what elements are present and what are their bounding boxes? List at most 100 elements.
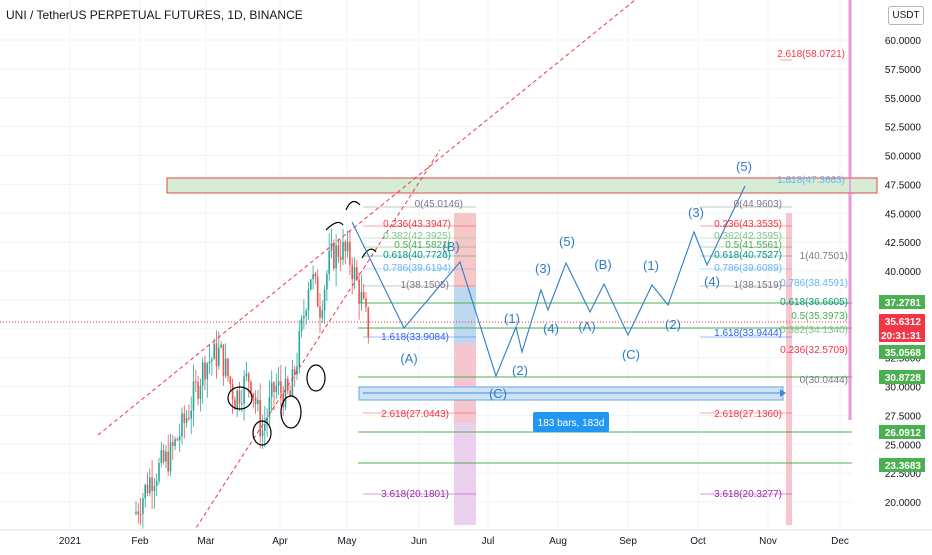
price-tick-label: 30.0000: [885, 383, 922, 394]
fib-label-right: 0.236(43.3535): [714, 219, 782, 230]
candle-body: [284, 378, 287, 408]
fib-label-left: 0.618(40.7726): [383, 250, 451, 261]
time-tick-label: 2021: [59, 536, 82, 547]
candle-body: [328, 250, 330, 275]
wave-label: (B): [442, 239, 459, 254]
candle-body: [151, 477, 153, 492]
candle-body: [287, 378, 289, 391]
candle-body: [188, 418, 190, 420]
price-badge: [879, 328, 925, 342]
range-label: 183 bars, 183d: [538, 418, 605, 429]
candle-body: [183, 413, 186, 423]
fib-band-blue: [454, 288, 476, 343]
pattern-arc: [361, 248, 377, 259]
fib-label-right: 0.786(39.6089): [714, 263, 782, 274]
candle-body: [153, 486, 156, 492]
candle-body: [358, 279, 360, 303]
candle-body: [326, 274, 328, 290]
price-tick-label: 32.5000: [885, 354, 922, 365]
candle-body: [310, 279, 312, 290]
price-badge-label: 30.8728: [885, 373, 922, 384]
candle-body: [314, 273, 317, 277]
trend-line-lower: [184, 149, 441, 546]
fib-label-right: 0.382(42.3595): [714, 231, 782, 242]
fib-label-right: 1.618(33.9444): [714, 328, 782, 339]
candle-body: [236, 390, 238, 410]
price-badge: [879, 345, 925, 359]
candle-body: [185, 418, 188, 423]
candle-body: [213, 343, 215, 360]
currency-button[interactable]: USDT: [888, 6, 924, 25]
candle-body: [165, 451, 167, 462]
wave-label: (4): [704, 274, 720, 289]
candle-body: [160, 450, 163, 463]
fib-label-left: 3.618(20.1801): [381, 489, 449, 500]
candle-body: [238, 390, 241, 404]
wave-label: (2): [512, 363, 528, 378]
time-tick-label: Dec: [831, 536, 849, 547]
candle-body: [360, 291, 363, 303]
candle-body: [162, 450, 165, 462]
fib-label-left: 1(38.1505): [401, 280, 449, 291]
fib-label-far: 1(40.7501): [800, 251, 848, 262]
fib-band-pink: [454, 343, 476, 423]
price-tick-label: 40.0000: [885, 267, 922, 278]
wave-label: (A): [578, 319, 595, 334]
candle-body: [280, 381, 282, 393]
wave-label: (2): [665, 317, 681, 332]
price-badge-label: 26.0912: [885, 428, 922, 439]
candle-body: [229, 376, 232, 384]
fib-label-left: 2.618(27.0443): [381, 409, 449, 420]
price-tick-label: 45.0000: [885, 209, 922, 220]
candle-body: [252, 393, 255, 398]
price-badge-label: 20:31:31: [881, 331, 921, 342]
fib-band-purple: [454, 423, 476, 525]
candle-body: [273, 382, 275, 392]
price-badge: [879, 295, 925, 309]
fib-label-left: 0.382(42.3925): [383, 231, 451, 242]
fib-label-far: 0.236(32.5709): [780, 345, 848, 356]
candle-body: [231, 383, 234, 400]
candle-body: [351, 264, 353, 280]
candle-body: [365, 298, 367, 308]
candle-body: [316, 276, 319, 307]
candle-body: [167, 451, 169, 472]
fib-label-right: 0.618(40.7527): [714, 250, 782, 261]
time-tick-label: Jun: [411, 536, 427, 547]
price-axis-panel: [878, 0, 932, 530]
wave-label: (5): [559, 234, 575, 249]
time-tick-label: Nov: [759, 536, 777, 547]
pattern-circle: [252, 420, 272, 446]
fib-label-far: 0.786(38.4591): [780, 278, 848, 289]
candle-body: [362, 291, 365, 299]
fib-label-right: 1.618(47.3663): [777, 175, 845, 186]
price-tick-label: 47.5000: [885, 180, 922, 191]
candle-body: [135, 511, 137, 514]
candle-body: [296, 366, 298, 375]
candle-body: [176, 439, 179, 441]
wave-label: (A): [400, 351, 417, 366]
time-tick-label: Apr: [272, 536, 288, 547]
candle-body: [250, 381, 252, 394]
candle-body: [199, 385, 202, 399]
candle-body: [169, 442, 172, 472]
price-tick-label: 50.0000: [885, 152, 922, 163]
chart-title: UNI / TetherUS PERPETUAL FUTURES, 1D, BI…: [6, 8, 303, 22]
price-badge-label: 37.2781: [885, 298, 922, 309]
fib-band-right: [786, 213, 792, 525]
candle-body: [330, 243, 333, 251]
candle-body: [305, 310, 307, 316]
candle-body: [149, 477, 151, 494]
candle-body: [190, 410, 192, 419]
time-tick-label: Oct: [690, 536, 706, 547]
fib-label-right: 0(44.9603): [734, 199, 782, 210]
price-tick-label: 57.5000: [885, 65, 922, 76]
fib-label-far: 0.5(35.3973): [791, 311, 848, 322]
candle-body: [174, 439, 176, 447]
range-arrow-head: [780, 389, 786, 397]
candle-body: [247, 373, 250, 382]
price-badge: [879, 425, 925, 439]
candle-body: [323, 289, 326, 311]
